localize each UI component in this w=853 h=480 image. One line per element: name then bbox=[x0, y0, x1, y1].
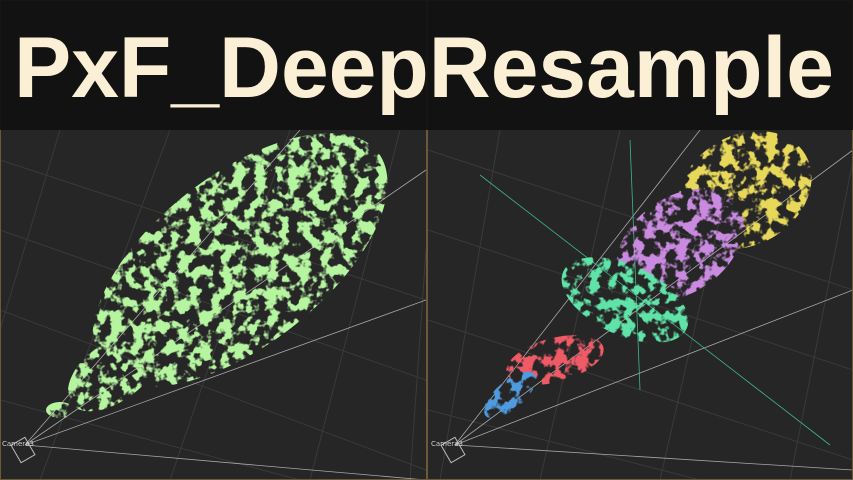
left-viewport: Camera3 bbox=[2, 129, 426, 480]
camera-icon bbox=[440, 436, 466, 464]
point-cloud bbox=[46, 133, 388, 418]
title: PxF_DeepResample bbox=[14, 20, 834, 116]
title-band bbox=[0, 0, 853, 130]
camera-label: Camera3 bbox=[431, 440, 463, 448]
point-cloud bbox=[483, 130, 812, 419]
camera-label: Camera3 bbox=[2, 440, 34, 448]
camera-icon bbox=[10, 436, 36, 464]
right-viewport: Camera3 bbox=[431, 129, 853, 471]
